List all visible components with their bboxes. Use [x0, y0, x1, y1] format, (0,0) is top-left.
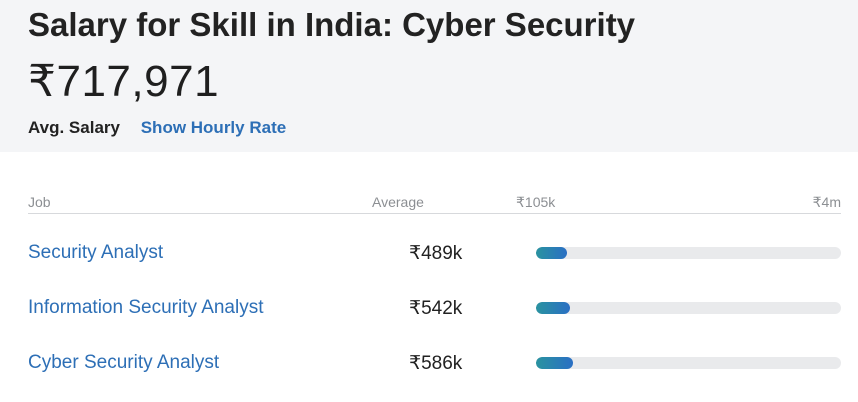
table-row: Cyber Security Analyst ₹586k — [28, 349, 841, 379]
salary-header: Salary for Skill in India: Cyber Securit… — [0, 0, 858, 152]
column-header-average: Average — [372, 194, 424, 210]
job-average-salary: ₹542k — [409, 298, 463, 319]
salary-range-fill — [536, 357, 573, 369]
job-link[interactable]: Cyber Security Analyst — [28, 352, 220, 373]
salary-range-bar — [536, 302, 841, 314]
range-max-label: ₹4m — [812, 194, 841, 210]
jobs-salary-table: Job Average ₹105k ₹4m Security Analyst ₹… — [28, 190, 841, 374]
job-link[interactable]: Security Analyst — [28, 242, 164, 263]
average-salary-value: ₹717,971 — [28, 57, 220, 106]
column-header-job: Job — [28, 194, 51, 210]
salary-range-bar — [536, 247, 841, 259]
table-header: Job Average ₹105k ₹4m — [28, 190, 841, 214]
job-average-salary: ₹586k — [409, 353, 463, 374]
table-row: Information Security Analyst ₹542k — [28, 294, 841, 324]
table-row: Security Analyst ₹489k — [28, 239, 841, 269]
job-link[interactable]: Information Security Analyst — [28, 297, 264, 318]
salary-range-fill — [536, 247, 567, 259]
show-hourly-rate-link[interactable]: Show Hourly Rate — [140, 118, 287, 137]
salary-subline: Avg. Salary Show Hourly Rate — [28, 118, 286, 138]
page-title: Salary for Skill in India: Cyber Securit… — [28, 6, 636, 43]
avg-salary-label: Avg. Salary — [28, 118, 120, 137]
job-average-salary: ₹489k — [409, 243, 463, 264]
range-min-label: ₹105k — [516, 194, 556, 210]
salary-range-fill — [536, 302, 570, 314]
salary-range-bar — [536, 357, 841, 369]
